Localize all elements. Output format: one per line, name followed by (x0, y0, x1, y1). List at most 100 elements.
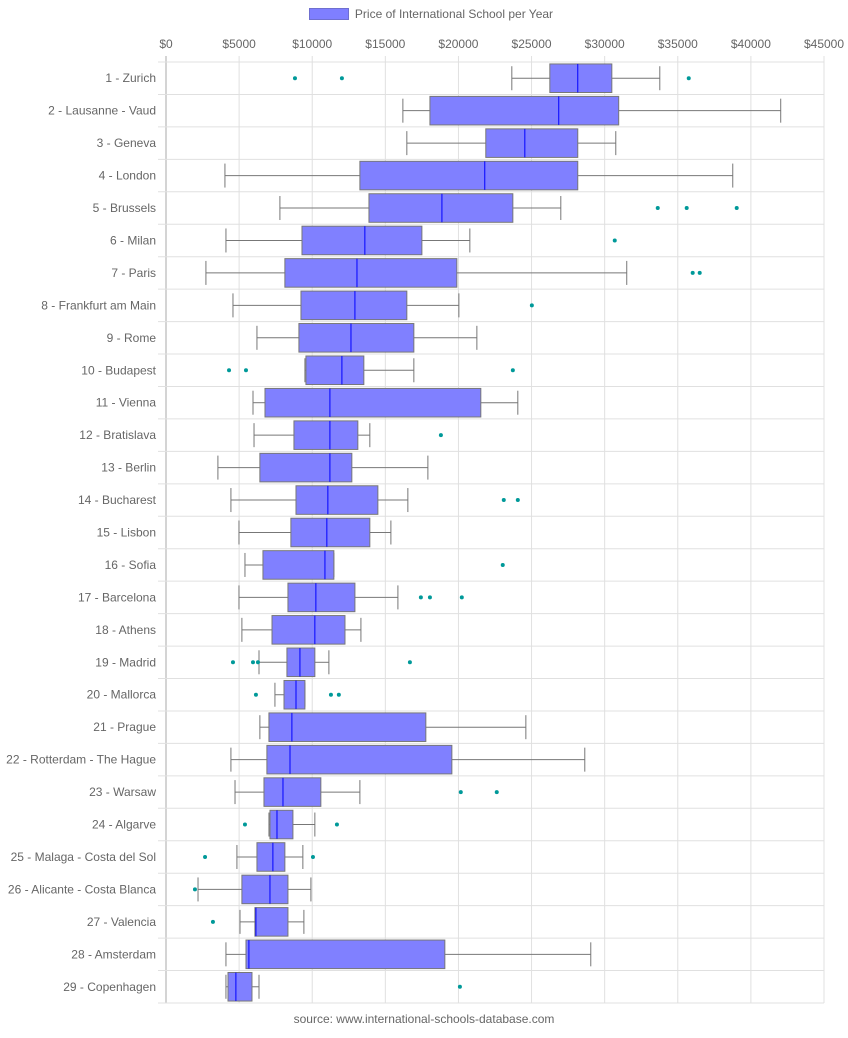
box-group (279, 193, 739, 223)
y-tick-label: 7 - Paris (111, 266, 156, 280)
outlier-point (203, 854, 208, 859)
y-tick-label: 3 - Geneva (97, 136, 157, 150)
x-tick-label: $0 (159, 37, 173, 51)
y-tick-label: 11 - Vienna (96, 396, 157, 410)
y-tick-label: 4 - London (99, 169, 156, 183)
x-tick-label: $25000 (512, 37, 552, 51)
box-group (217, 452, 429, 483)
outlier-point (328, 692, 333, 697)
legend[interactable]: Price of International School per Year (0, 7, 848, 21)
outlier-point (697, 270, 702, 275)
box-group (227, 355, 515, 386)
box-iqr (290, 517, 371, 548)
outlier-point (612, 238, 617, 243)
x-tick-label: $45000 (804, 37, 844, 51)
outlier-point (684, 206, 689, 211)
y-tick-label: 16 - Sofia (105, 558, 157, 572)
box-iqr (262, 550, 335, 580)
outlier-point (515, 498, 520, 503)
y-tick-label: 17 - Barcelona (78, 590, 156, 604)
box-group (292, 63, 691, 94)
box-iqr (241, 874, 289, 905)
x-tick-label: $5000 (222, 37, 256, 51)
x-axis: $0 $5000 $10000 $15000 $20000 $25000 $30000 $35… (159, 37, 844, 51)
y-tick-label: 14 - Bucharest (78, 493, 157, 507)
box-group (238, 517, 392, 548)
outlier-point (418, 595, 423, 600)
outlier-point (192, 887, 197, 892)
box-group (192, 874, 312, 905)
outlier-point (339, 76, 344, 81)
outlier-point (227, 368, 232, 373)
box-group (244, 550, 505, 580)
box-iqr (256, 842, 286, 872)
source-note: source: www.international-schools-databa… (293, 1012, 555, 1026)
box-group (406, 128, 617, 158)
box-iqr (485, 128, 579, 158)
box-iqr (301, 225, 423, 256)
y-tick-label: 6 - Milan (110, 233, 156, 247)
y-tick-label: 25 - Malaga - Costa del Sol (11, 850, 156, 864)
outlier-point (686, 76, 691, 81)
y-tick-label: 22 - Rotterdam - The Hague (6, 753, 156, 767)
outlier-point (230, 660, 235, 665)
y-tick-label: 20 - Mallorca (87, 688, 157, 702)
outlier-point (407, 660, 412, 665)
box-iqr (549, 63, 613, 94)
x-tick-label: $10000 (292, 37, 332, 51)
box-iqr (298, 323, 415, 353)
box-group (230, 744, 586, 775)
box-iqr (300, 290, 408, 321)
y-tick-label: 12 - Bratislava (79, 428, 156, 442)
box-group (230, 485, 520, 515)
box-group (205, 258, 702, 288)
outlier-point (292, 76, 297, 81)
y-tick-label: 27 - Valencia (87, 915, 156, 929)
y-tick-label: 1 - Zurich (105, 71, 156, 85)
box-iqr (254, 907, 289, 937)
y-tick-label: 15 - Lisbon (97, 526, 156, 540)
box-iqr (264, 387, 482, 418)
y-tick-label: 24 - Algarve (92, 818, 156, 832)
outlier-point (427, 595, 432, 600)
box-group (252, 387, 519, 418)
y-tick-label: 13 - Berlin (101, 461, 156, 475)
box-group (232, 290, 534, 321)
box-iqr (287, 582, 356, 613)
box-iqr (268, 712, 427, 742)
outlier-point (529, 303, 534, 308)
outlier-point (210, 919, 215, 924)
box-group (253, 420, 443, 450)
box-iqr (245, 939, 446, 970)
outlier-point (655, 206, 660, 211)
outlier-point (734, 206, 739, 211)
legend-swatch[interactable] (308, 8, 349, 20)
box-iqr (359, 160, 579, 191)
y-tick-label: 19 - Madrid (95, 655, 156, 669)
box-iqr (368, 193, 514, 223)
boxes (192, 63, 782, 1002)
outlier-point (458, 790, 463, 795)
box-group (253, 679, 341, 710)
box-iqr (227, 971, 253, 1002)
outlier-point (438, 433, 443, 438)
box-group (242, 809, 339, 840)
box-iqr (293, 420, 359, 450)
box-iqr (295, 485, 379, 515)
box-group (225, 971, 462, 1002)
outlier-point (251, 660, 256, 665)
box-group (224, 160, 734, 191)
outlier-point (510, 368, 515, 373)
box-iqr (429, 95, 620, 126)
box-iqr (259, 452, 353, 483)
y-tick-label: 8 - Frankfurt am Main (41, 298, 156, 312)
outlier-point (336, 692, 341, 697)
box-iqr (286, 647, 316, 678)
x-tick-label: $20000 (438, 37, 478, 51)
legend-label[interactable]: Price of International School per Year (354, 7, 554, 21)
y-tick-label: 29 - Copenhagen (63, 980, 156, 994)
y-tick-label: 21 - Prague (93, 720, 156, 734)
y-tick-label: 28 - Amsterdam (71, 947, 156, 961)
box-iqr (284, 258, 458, 288)
